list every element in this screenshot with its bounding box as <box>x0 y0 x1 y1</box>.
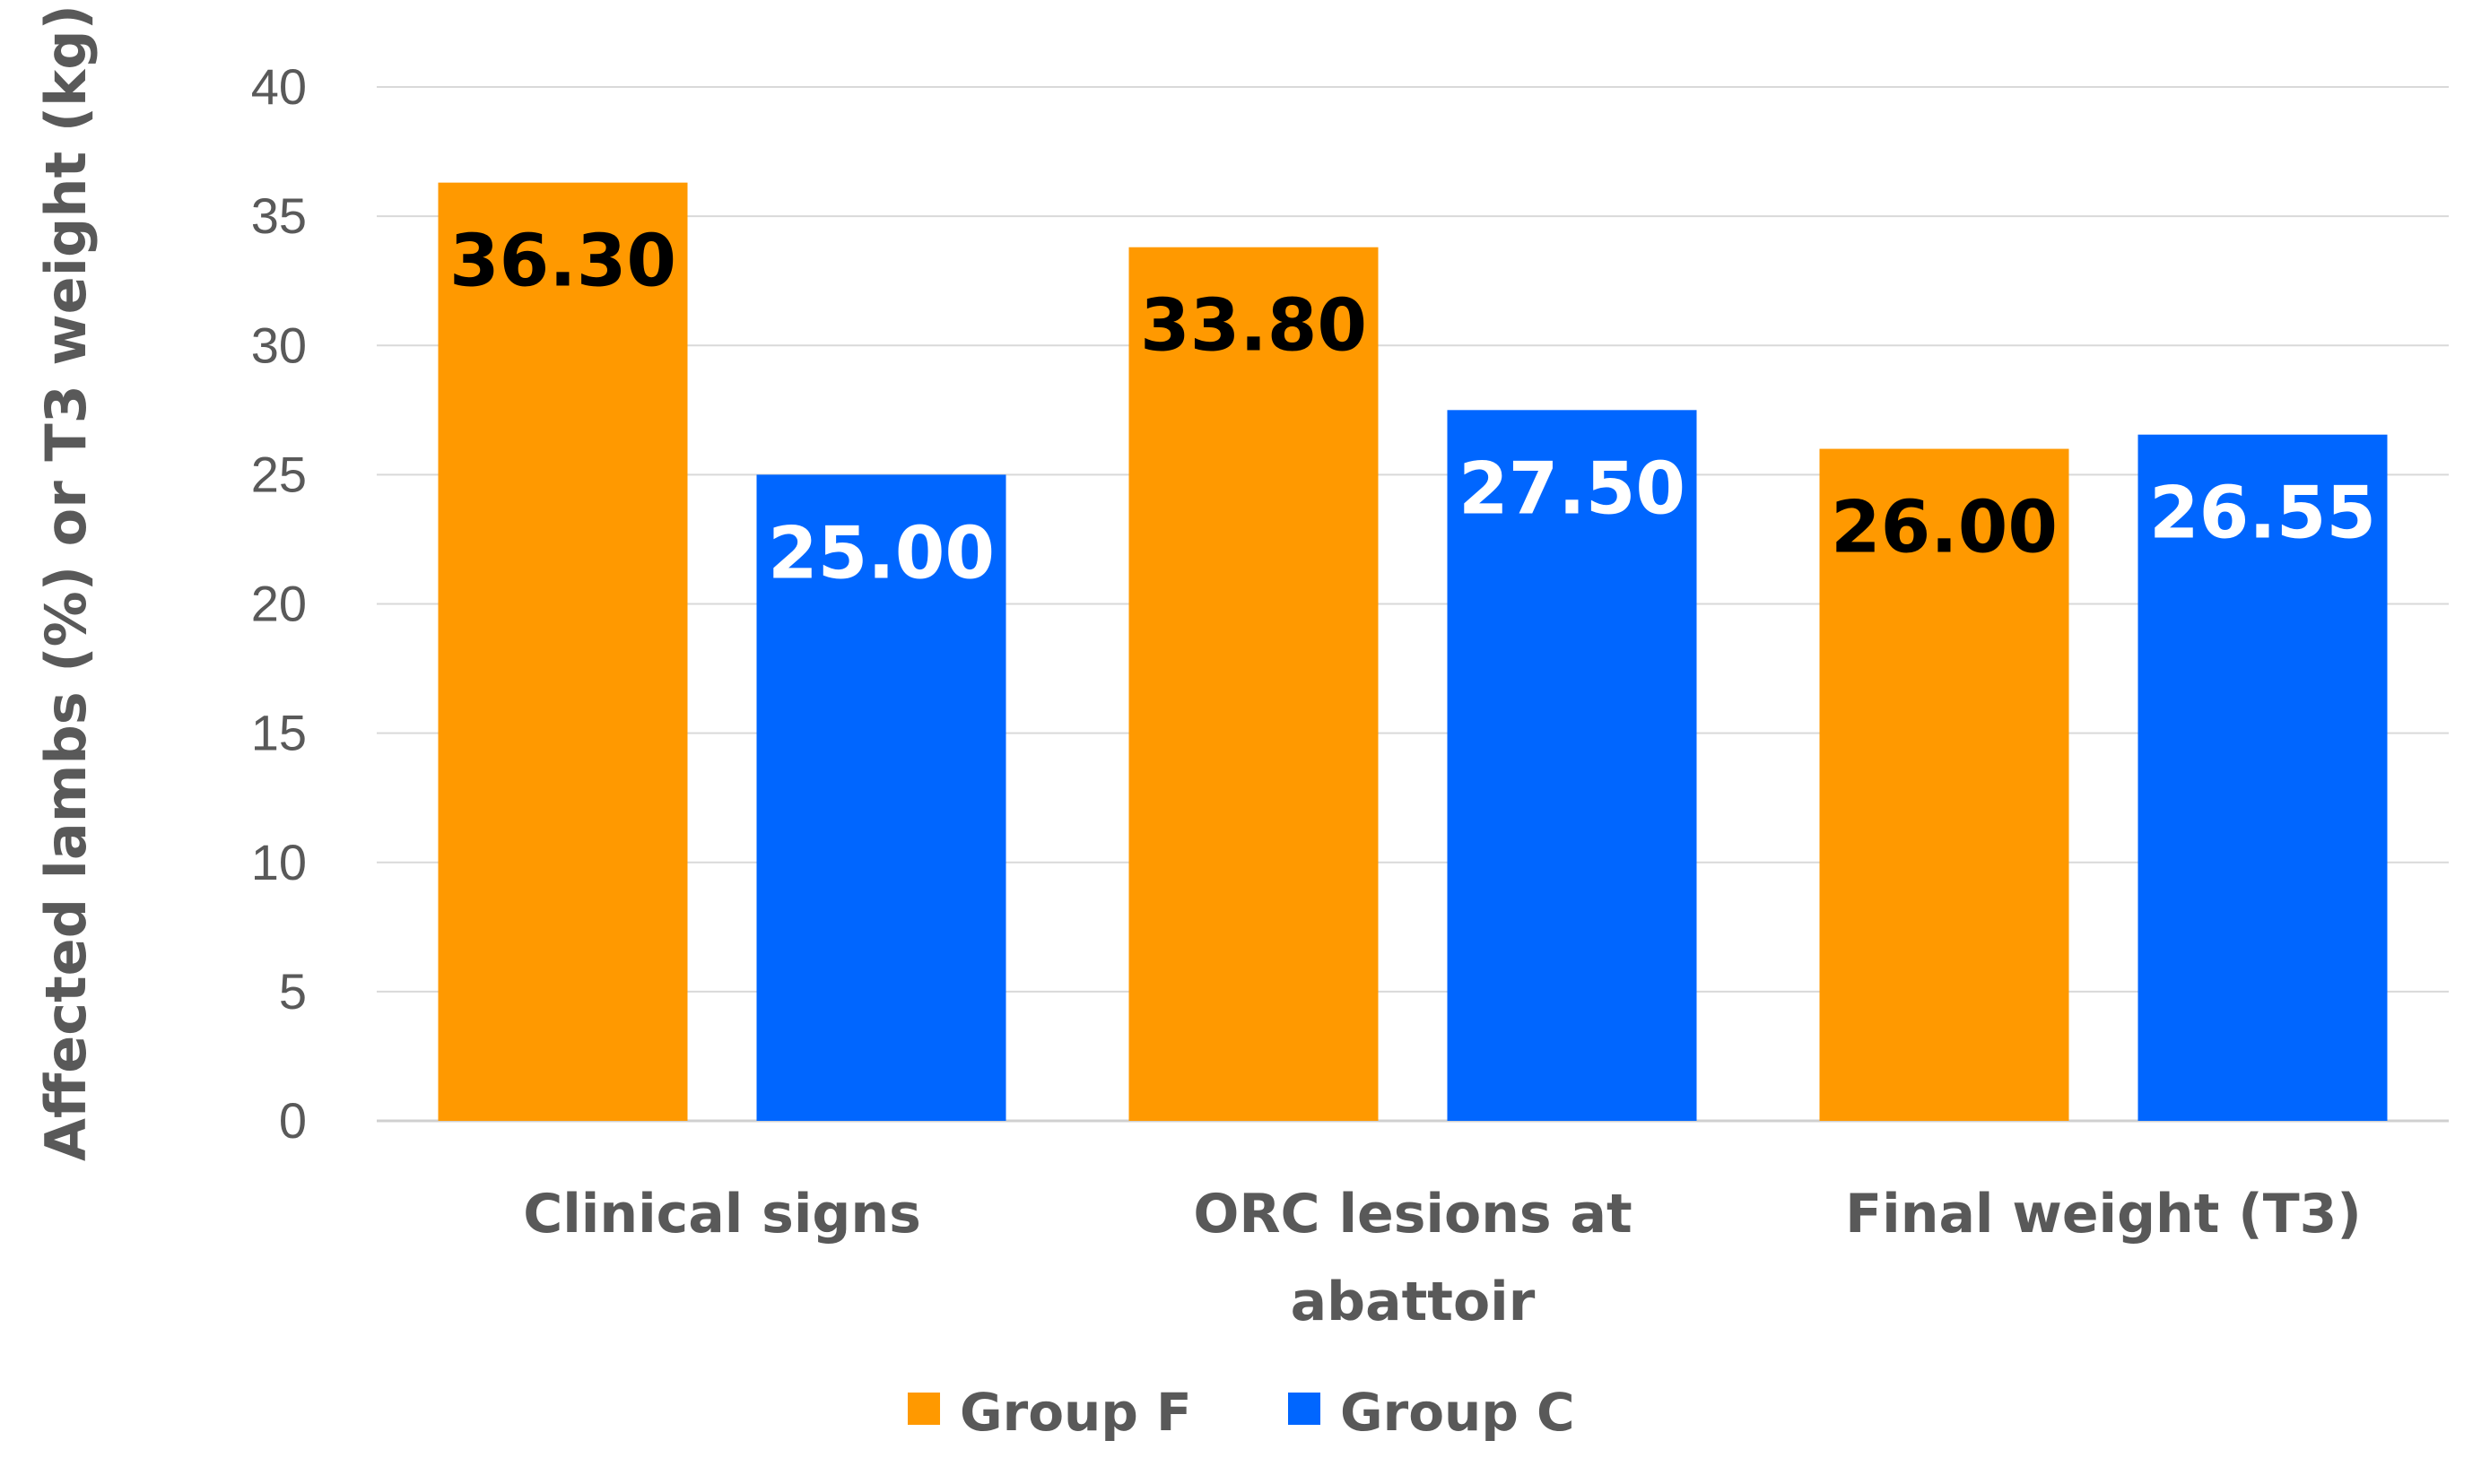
legend: Group F Group C <box>908 1382 1575 1443</box>
bar-group-c <box>2137 434 2388 1121</box>
y-tick-label: 5 <box>279 963 307 1020</box>
y-tick-label: 30 <box>251 317 307 373</box>
data-label: 36.30 <box>449 220 676 303</box>
legend-label: Group C <box>1340 1382 1575 1443</box>
bars <box>438 182 2388 1122</box>
gridlines <box>377 86 2449 1123</box>
y-tick-label: 0 <box>279 1092 307 1149</box>
bar-group-f <box>1819 448 2069 1121</box>
y-tick-label: 15 <box>251 705 307 761</box>
data-label: 26.00 <box>1831 486 2058 569</box>
x-category-label: abattoir <box>1291 1271 1536 1333</box>
y-tick-label: 25 <box>251 446 307 502</box>
data-label: 26.55 <box>2149 472 2376 555</box>
bar-group-c <box>756 474 1006 1121</box>
bar-group-f <box>438 182 688 1122</box>
y-axis-label: Affected lambs (%) or T3 weight (kg) <box>33 4 99 1161</box>
x-axis-categories: Clinical signs ORC lesions at abattoir Fina… <box>523 1183 2362 1333</box>
y-tick-label: 10 <box>251 834 307 890</box>
x-category-label: Final weight (T3) <box>1845 1183 2362 1245</box>
y-tick-label: 35 <box>251 187 307 244</box>
x-category-label: Clinical signs <box>523 1183 921 1245</box>
data-labels: 36.30 25.00 33.80 27.50 26.00 26.55 <box>449 220 2376 595</box>
legend-swatch <box>1288 1393 1320 1425</box>
x-category-label: ORC lesions at <box>1193 1183 1632 1245</box>
bar-group-c <box>1447 410 1697 1121</box>
legend-label: Group F <box>960 1382 1192 1443</box>
data-label: 25.00 <box>768 511 995 594</box>
bar-group-f <box>1128 247 1379 1122</box>
legend-swatch <box>908 1393 940 1425</box>
data-label: 33.80 <box>1140 284 1367 368</box>
y-tick-label: 20 <box>251 576 307 632</box>
y-tick-label: 40 <box>251 58 307 115</box>
y-axis-ticks: 0 5 10 15 20 25 30 35 40 <box>251 58 307 1149</box>
data-label: 27.50 <box>1458 447 1685 530</box>
